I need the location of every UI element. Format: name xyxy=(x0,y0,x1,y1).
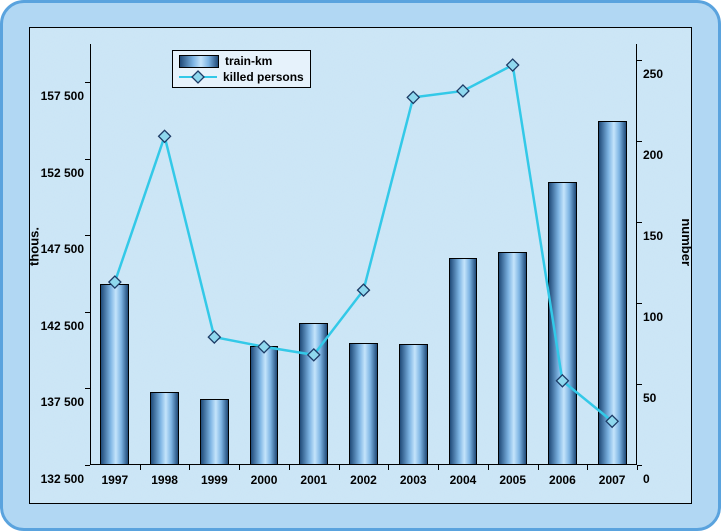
y-left-tick-label: 137 500 xyxy=(34,395,84,409)
legend-label-line: killed persons xyxy=(223,70,304,84)
y-left-tick-mark xyxy=(85,312,90,313)
y-left-tick-label: 157 500 xyxy=(34,89,84,103)
y-left-tick-mark xyxy=(85,465,90,466)
bar xyxy=(349,343,378,465)
y-right-tick-label: 100 xyxy=(643,310,673,324)
y-left-tick-mark xyxy=(85,82,90,83)
x-tick-mark xyxy=(538,465,539,470)
x-tick-label: 2005 xyxy=(499,473,526,487)
bar xyxy=(150,392,179,465)
x-tick-mark xyxy=(339,465,340,470)
diamond-marker-icon xyxy=(358,284,370,296)
bar xyxy=(250,346,279,465)
y-left-tick-label: 132 500 xyxy=(34,472,84,486)
x-tick-mark xyxy=(388,465,389,470)
y-right-tick-label: 50 xyxy=(643,391,673,405)
bar xyxy=(399,344,428,465)
bar xyxy=(548,182,577,465)
diamond-marker-icon xyxy=(208,331,220,343)
y-left-tick-label: 142 500 xyxy=(34,319,84,333)
x-tick-mark xyxy=(289,465,290,470)
y-left-tick-mark xyxy=(85,235,90,236)
y-right-tick-mark xyxy=(637,60,642,61)
y-right-tick-label: 200 xyxy=(643,148,673,162)
y-right-tick-mark xyxy=(637,303,642,304)
y-left-tick-mark xyxy=(85,388,90,389)
diamond-marker-icon xyxy=(159,130,171,142)
x-tick-mark xyxy=(438,465,439,470)
bar xyxy=(598,121,627,465)
x-tick-label: 2003 xyxy=(400,473,427,487)
x-tick-mark xyxy=(488,465,489,470)
x-tick-label: 2007 xyxy=(599,473,626,487)
x-tick-label: 1997 xyxy=(102,473,129,487)
y-left-tick-label: 147 500 xyxy=(34,242,84,256)
bar xyxy=(498,252,527,465)
y-right-tick-mark xyxy=(637,141,642,142)
legend-label-bars: train-km xyxy=(225,54,272,68)
bar xyxy=(299,323,328,465)
plot-area: 1997199819992000200120022003200420052006… xyxy=(90,44,637,465)
bar xyxy=(100,284,129,465)
bar xyxy=(449,258,478,465)
bar xyxy=(200,399,229,465)
diamond-marker-icon xyxy=(457,85,469,97)
chart-frame: train-km killed persons thous. number 19… xyxy=(0,0,721,531)
legend-item-line: killed persons xyxy=(179,69,304,85)
x-tick-label: 2002 xyxy=(350,473,377,487)
y-right-tick-mark xyxy=(637,384,642,385)
x-tick-label: 2004 xyxy=(450,473,477,487)
y-right-tick-mark xyxy=(637,465,642,466)
x-tick-label: 2001 xyxy=(300,473,327,487)
bar-swatch-icon xyxy=(179,55,219,68)
x-tick-label: 1999 xyxy=(201,473,228,487)
x-tick-mark xyxy=(140,465,141,470)
diamond-marker-icon xyxy=(407,91,419,103)
x-tick-label: 2000 xyxy=(251,473,278,487)
x-tick-mark xyxy=(587,465,588,470)
y-left-axis xyxy=(90,44,91,465)
y-right-tick-label: 150 xyxy=(643,229,673,243)
y-right-tick-mark xyxy=(637,222,642,223)
y-left-tick-mark xyxy=(85,159,90,160)
diamond-marker-icon xyxy=(507,59,519,71)
x-tick-label: 1998 xyxy=(151,473,178,487)
legend: train-km killed persons xyxy=(172,50,311,88)
x-tick-mark xyxy=(239,465,240,470)
y-right-axis-label: number xyxy=(680,218,695,266)
x-tick-label: 2006 xyxy=(549,473,576,487)
y-left-tick-label: 152 500 xyxy=(34,166,84,180)
y-right-tick-label: 0 xyxy=(643,472,673,486)
line-swatch-icon xyxy=(179,70,217,84)
y-right-axis xyxy=(636,44,637,465)
y-right-tick-label: 250 xyxy=(643,67,673,81)
legend-item-bars: train-km xyxy=(179,53,304,69)
x-tick-mark xyxy=(189,465,190,470)
plot-container: train-km killed persons thous. number 19… xyxy=(29,27,692,504)
